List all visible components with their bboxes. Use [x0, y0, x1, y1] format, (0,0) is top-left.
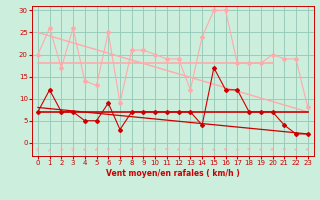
X-axis label: Vent moyen/en rafales ( km/h ): Vent moyen/en rafales ( km/h ) [106, 169, 240, 178]
